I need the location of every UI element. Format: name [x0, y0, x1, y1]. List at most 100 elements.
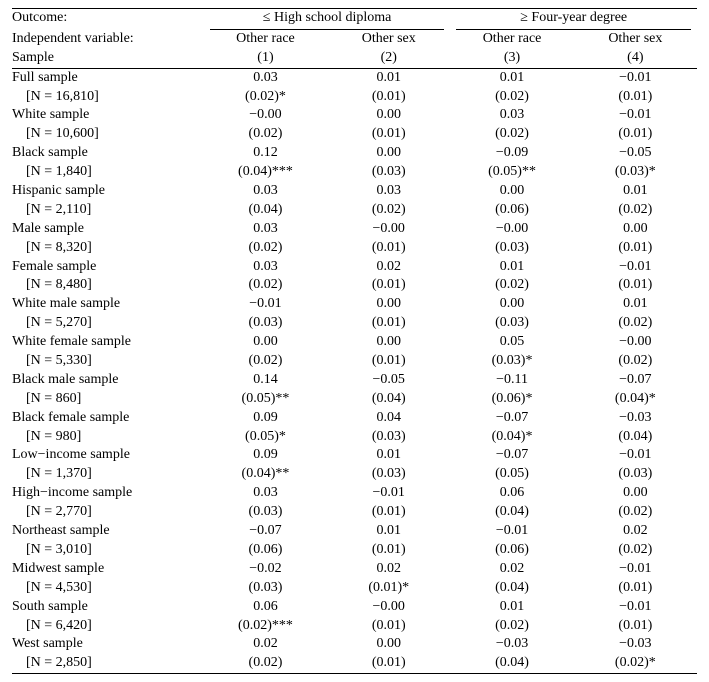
- row-n: [N = 5,330]: [12, 352, 204, 371]
- se-c4: (0.01): [574, 125, 697, 144]
- se-c1: (0.03): [204, 503, 327, 522]
- table-row-se: [N = 4,530](0.03)(0.01)*(0.04)(0.01): [12, 579, 697, 598]
- se-c3: (0.06): [450, 201, 573, 220]
- row-n: [N = 2,770]: [12, 503, 204, 522]
- coef-c2: −0.00: [327, 598, 450, 617]
- se-c4: (0.01): [574, 276, 697, 295]
- se-c4: (0.02): [574, 541, 697, 560]
- row-label: White male sample: [12, 295, 204, 314]
- coef-c1: 0.03: [204, 220, 327, 239]
- row-n: [N = 4,530]: [12, 579, 204, 598]
- se-c2: (0.01): [327, 88, 450, 107]
- se-c3: (0.05)**: [450, 163, 573, 182]
- coef-c2: 0.00: [327, 635, 450, 654]
- se-c3: (0.06): [450, 541, 573, 560]
- coef-c2: −0.01: [327, 484, 450, 503]
- coef-c3: −0.09: [450, 144, 573, 163]
- col3-num: (3): [450, 49, 573, 68]
- se-c1: (0.05)*: [204, 428, 327, 447]
- coef-c3: 0.00: [450, 182, 573, 201]
- se-c4: (0.03)*: [574, 163, 697, 182]
- se-c4: (0.02): [574, 201, 697, 220]
- se-c2: (0.04): [327, 390, 450, 409]
- se-c4: (0.02): [574, 503, 697, 522]
- coef-c3: 0.03: [450, 106, 573, 125]
- table-row-se: [N = 2,770](0.03)(0.01)(0.04)(0.02): [12, 503, 697, 522]
- table-row-se: [N = 2,110](0.04)(0.02)(0.06)(0.02): [12, 201, 697, 220]
- table-row-se: [N = 1,840](0.04)***(0.03)(0.05)**(0.03)…: [12, 163, 697, 182]
- table-row: White female sample0.000.000.05−0.00: [12, 333, 697, 352]
- se-c3: (0.02): [450, 125, 573, 144]
- se-c2: (0.01): [327, 314, 450, 333]
- coef-c1: 0.03: [204, 182, 327, 201]
- row-label: Full sample: [12, 68, 204, 87]
- se-c4: (0.02): [574, 314, 697, 333]
- col4-num: (4): [574, 49, 697, 68]
- coef-c3: −0.07: [450, 446, 573, 465]
- row-label: Black female sample: [12, 409, 204, 428]
- se-c2: (0.01): [327, 239, 450, 258]
- coef-c1: 0.03: [204, 258, 327, 277]
- col1-label: Other race: [204, 30, 327, 49]
- coef-c1: 0.12: [204, 144, 327, 163]
- coef-c3: −0.03: [450, 635, 573, 654]
- table-row-se: [N = 6,420](0.02)***(0.01)(0.02)(0.01): [12, 617, 697, 636]
- se-c2: (0.03): [327, 163, 450, 182]
- regression-table: Outcome: ≤ High school diploma ≥ Four-ye…: [12, 8, 697, 674]
- row-label: Female sample: [12, 258, 204, 277]
- se-c2: (0.02): [327, 201, 450, 220]
- table-row: Northeast sample−0.070.01−0.010.02: [12, 522, 697, 541]
- coef-c2: 0.02: [327, 560, 450, 579]
- col2-label: Other sex: [327, 30, 450, 49]
- coef-c4: −0.01: [574, 560, 697, 579]
- se-c1: (0.03): [204, 314, 327, 333]
- table-row-se: [N = 2,850](0.02)(0.01)(0.04)(0.02)*: [12, 654, 697, 673]
- coef-c4: −0.05: [574, 144, 697, 163]
- se-c1: (0.03): [204, 579, 327, 598]
- row-label: Black male sample: [12, 371, 204, 390]
- se-c1: (0.02): [204, 125, 327, 144]
- coef-c2: 0.03: [327, 182, 450, 201]
- se-c3: (0.04)*: [450, 428, 573, 447]
- row-label: White sample: [12, 106, 204, 125]
- table-row: Black female sample0.090.04−0.07−0.03: [12, 409, 697, 428]
- coef-c3: −0.11: [450, 371, 573, 390]
- se-c3: (0.04): [450, 503, 573, 522]
- coef-c2: 0.02: [327, 258, 450, 277]
- row-n: [N = 10,600]: [12, 125, 204, 144]
- coef-c4: −0.03: [574, 635, 697, 654]
- se-c2: (0.01): [327, 654, 450, 673]
- row-label: West sample: [12, 635, 204, 654]
- se-c2: (0.01): [327, 541, 450, 560]
- se-c3: (0.04): [450, 579, 573, 598]
- row-label: Black sample: [12, 144, 204, 163]
- table-row: South sample0.06−0.000.01−0.01: [12, 598, 697, 617]
- coef-c4: 0.00: [574, 220, 697, 239]
- table-row-se: [N = 980](0.05)*(0.03)(0.04)*(0.04): [12, 428, 697, 447]
- coef-c2: 0.04: [327, 409, 450, 428]
- coef-c4: −0.01: [574, 68, 697, 87]
- row-n: [N = 8,320]: [12, 239, 204, 258]
- coef-c2: 0.00: [327, 106, 450, 125]
- se-c4: (0.01): [574, 617, 697, 636]
- coef-c3: 0.06: [450, 484, 573, 503]
- coef-c1: 0.06: [204, 598, 327, 617]
- coef-c4: −0.07: [574, 371, 697, 390]
- coef-c1: −0.07: [204, 522, 327, 541]
- table-row: High−income sample0.03−0.010.060.00: [12, 484, 697, 503]
- coef-c3: −0.07: [450, 409, 573, 428]
- se-c1: (0.04)***: [204, 163, 327, 182]
- table-row: Midwest sample−0.020.020.02−0.01: [12, 560, 697, 579]
- se-c2: (0.01)*: [327, 579, 450, 598]
- se-c2: (0.01): [327, 503, 450, 522]
- row-n: [N = 1,840]: [12, 163, 204, 182]
- col3-label: Other race: [450, 30, 573, 49]
- coef-c3: 0.01: [450, 258, 573, 277]
- se-c3: (0.04): [450, 654, 573, 673]
- se-c3: (0.05): [450, 465, 573, 484]
- row-label: Low−income sample: [12, 446, 204, 465]
- group1-header: ≤ High school diploma: [204, 9, 451, 28]
- se-c3: (0.06)*: [450, 390, 573, 409]
- coef-c1: 0.09: [204, 446, 327, 465]
- coef-c3: 0.00: [450, 295, 573, 314]
